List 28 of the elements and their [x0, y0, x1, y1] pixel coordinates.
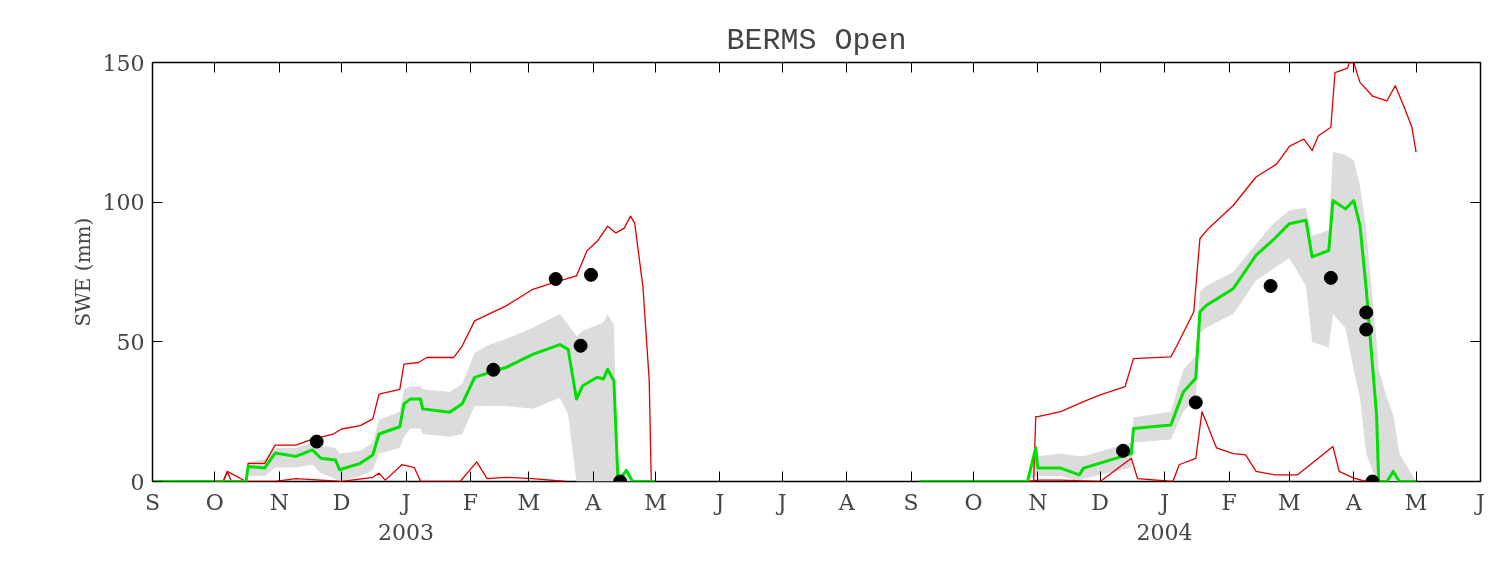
x-tick-label: J	[713, 489, 725, 515]
y-axis-title: SWE (mm)	[70, 217, 95, 327]
x-tick-label: M	[517, 489, 540, 515]
x-tick-label: M	[1404, 489, 1428, 515]
x-tick-label: J	[1474, 489, 1485, 515]
chart-title: BERMS Open	[726, 23, 907, 58]
y-tick-label: 0	[130, 469, 145, 495]
x-tick-label: N	[1028, 489, 1048, 515]
x-tick-label: F	[462, 489, 479, 515]
x-tick-label: S	[144, 489, 161, 515]
x-tick-label: F	[1221, 489, 1237, 515]
x-tick-label: O	[205, 489, 224, 515]
x-tick-label: A	[1344, 489, 1363, 515]
y-tick-label: 150	[102, 50, 145, 76]
x-tick-label: N	[269, 489, 289, 515]
x-tick-label: D	[1091, 489, 1109, 515]
y-tick-label: 100	[102, 190, 145, 216]
x-tick-label: A	[837, 489, 856, 515]
x-tick-label: M	[644, 489, 667, 515]
x-tick-label: S	[903, 489, 919, 515]
y-tick-label: 50	[116, 329, 145, 355]
x-tick-label: A	[584, 489, 603, 515]
x-tick-label: J	[775, 489, 787, 515]
x-tick-label: D	[332, 489, 351, 515]
x-tick-label: J 2004	[1136, 489, 1193, 545]
x-tick-label: J 2003	[378, 489, 435, 545]
x-tick-label: M	[1278, 489, 1301, 515]
x-tick-label: O	[964, 489, 983, 515]
